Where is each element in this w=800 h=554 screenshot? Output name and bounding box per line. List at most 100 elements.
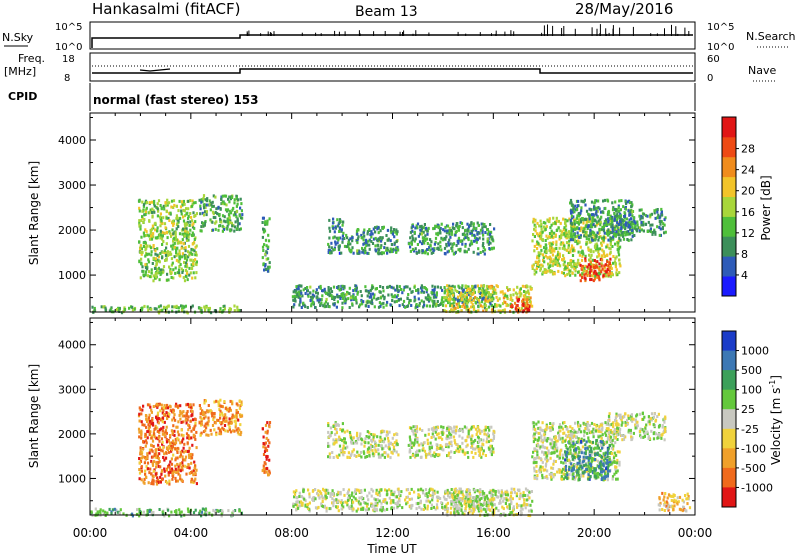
- power-echo-cell: [614, 232, 617, 236]
- power-echo-cell: [526, 306, 529, 310]
- power-echo-cell: [153, 210, 156, 214]
- power-echo-cell: [472, 227, 475, 231]
- velocity-echo-cell: [261, 427, 264, 431]
- power-echo-cell: [491, 235, 494, 239]
- power-echo-cell: [361, 250, 364, 254]
- power-echo-cell: [596, 221, 599, 225]
- power-echo-cell: [446, 224, 450, 228]
- power-echo-cell: [429, 248, 432, 252]
- velocity-echo-cell: [175, 471, 178, 474]
- velocity-echo-cell: [155, 462, 158, 466]
- power-echo-cell: [370, 230, 373, 234]
- power-echo-cell: [644, 214, 648, 218]
- power-echo-cell: [194, 258, 197, 262]
- velocity-echo-cell: [446, 454, 449, 458]
- power-echo-cell: [184, 249, 187, 253]
- velocity-echo-cell: [411, 453, 414, 457]
- power-echo-cell: [364, 238, 368, 242]
- velocity-echo-cell: [170, 449, 173, 453]
- power-echo-cell: [487, 285, 491, 289]
- velocity-echo-cell: [418, 427, 421, 431]
- velocity-echo-cell: [364, 441, 367, 445]
- velocity-echo-cell: [450, 444, 453, 448]
- power-echo-cell: [300, 306, 303, 309]
- power-echo-cell: [577, 258, 580, 262]
- power-echo-cell: [556, 253, 560, 257]
- power-echo-cell: [198, 198, 201, 202]
- power-echo-cell: [236, 305, 239, 309]
- power-echo-cell: [621, 218, 624, 222]
- power-echo-cell: [480, 289, 483, 292]
- velocity-echo-cell: [408, 426, 412, 430]
- power-echo-cell: [443, 286, 446, 289]
- power-echo-cell: [583, 266, 586, 270]
- power-echo-cell: [404, 285, 407, 289]
- power-echo-cell: [152, 279, 155, 283]
- power-echo-cell: [625, 230, 628, 234]
- power-echo-cell: [468, 225, 471, 229]
- power-echo-cell: [408, 301, 411, 305]
- power-echo-cell: [487, 230, 490, 234]
- velocity-echo-cell: [492, 436, 495, 440]
- power-echo-cell: [467, 300, 470, 304]
- velocity-echo-cell: [217, 404, 220, 408]
- power-echo-cell: [371, 292, 374, 296]
- velocity-echo-cell: [433, 489, 436, 493]
- velocity-echo-cell: [171, 431, 174, 435]
- power-echo-cell: [628, 201, 632, 205]
- power-echo-cell: [139, 276, 142, 280]
- power-echo-cell: [609, 263, 612, 267]
- power-echo-cell: [524, 302, 527, 305]
- velocity-echo-cell: [411, 441, 414, 445]
- velocity-echo-cell: [190, 414, 193, 418]
- power-echo-cell: [175, 258, 178, 262]
- velocity-echo-cell: [144, 439, 148, 443]
- velocity-echo-cell: [374, 448, 377, 452]
- power-echo-cell: [156, 214, 159, 218]
- power-echo-cell: [506, 297, 509, 301]
- power-echo-cell: [306, 289, 309, 293]
- power-echo-cell: [364, 251, 367, 254]
- velocity-echo-cell: [430, 446, 433, 450]
- power-echo-cell: [425, 288, 429, 292]
- power-echo-cell: [626, 238, 629, 241]
- power-echo-cell: [380, 244, 383, 248]
- power-echo-cell: [199, 229, 202, 233]
- power-echo-cell: [585, 272, 588, 276]
- velocity-echo-cell: [140, 431, 143, 434]
- velocity-echo-cell: [298, 495, 301, 498]
- velocity-echo-cell: [180, 440, 183, 444]
- power-echo-cell: [148, 234, 151, 238]
- power-echo-cell: [605, 221, 608, 224]
- power-echo-cell: [432, 227, 435, 231]
- power-echo-cell: [323, 302, 326, 306]
- velocity-echo-cell: [190, 479, 193, 483]
- power-echo-cell: [629, 213, 632, 216]
- power-echo-cell: [537, 265, 540, 269]
- velocity-echo-cell: [298, 500, 301, 504]
- power-echo-cell: [391, 232, 394, 236]
- power-echo-cell: [191, 203, 194, 206]
- velocity-echo-cell: [167, 439, 170, 443]
- power-echo-cell: [644, 222, 647, 226]
- velocity-echo-cell: [327, 455, 330, 459]
- power-echo-cell: [409, 236, 412, 240]
- velocity-echo-cell: [187, 428, 190, 432]
- power-echo-cell: [214, 227, 217, 231]
- power-echo-cell: [316, 295, 319, 299]
- power-echo-cell: [153, 199, 156, 203]
- velocity-echo-cell: [169, 405, 172, 409]
- power-echo-cell: [380, 302, 383, 306]
- velocity-echo-cell: [207, 433, 210, 437]
- power-echo-cell: [379, 246, 382, 250]
- power-echo-cell: [231, 208, 234, 212]
- power-echo-cell: [409, 230, 412, 234]
- velocity-echo-cell: [146, 420, 149, 423]
- velocity-echo-cell: [439, 446, 442, 450]
- power-echo-cell: [529, 303, 532, 307]
- velocity-echo-cell: [387, 454, 390, 458]
- velocity-echo-cell: [348, 456, 352, 459]
- power-echo-cell: [519, 309, 522, 313]
- power-echo-cell: [560, 271, 564, 275]
- velocity-echo-cell: [477, 436, 480, 440]
